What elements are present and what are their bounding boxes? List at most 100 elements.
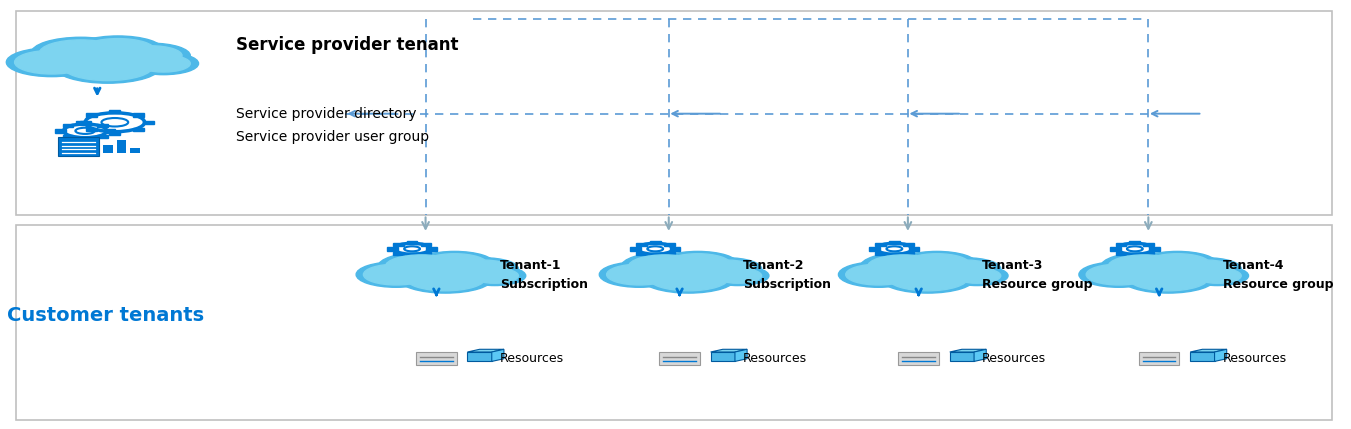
Circle shape [1079,262,1159,287]
Polygon shape [950,349,986,352]
Bar [116,140,127,153]
Bar [420,251,431,255]
Bar [103,145,113,153]
Bar [104,129,115,133]
Circle shape [600,262,680,287]
Circle shape [363,264,430,285]
Circle shape [692,258,762,280]
Bar [143,121,154,124]
Bar [86,128,97,131]
Circle shape [457,260,511,278]
Bar [393,251,404,255]
Bar [76,121,86,124]
Bar [55,129,66,133]
Bar [636,251,647,255]
Circle shape [715,268,762,283]
Bar [670,247,681,251]
Polygon shape [467,349,504,352]
Bar [62,124,73,127]
Circle shape [415,251,494,277]
Bar [1116,243,1127,246]
Bar [1143,243,1154,246]
Polygon shape [492,349,504,361]
Bar [86,113,97,117]
Text: Resources: Resources [982,352,1046,365]
Bar [16,11,1332,214]
Circle shape [946,266,1008,286]
Bar [97,135,108,138]
Circle shape [357,262,436,287]
Circle shape [463,266,526,286]
Bar [909,247,920,251]
Circle shape [897,251,977,277]
Text: Tenant-4
Resource group: Tenant-4 Resource group [1223,259,1333,290]
Circle shape [1144,254,1210,275]
Bar [393,243,404,246]
Text: Service provider directory: Service provider directory [236,107,417,121]
Circle shape [648,265,728,291]
Text: Resources: Resources [743,352,807,365]
Circle shape [931,258,1001,280]
Bar [132,128,143,131]
Bar [711,352,735,361]
Circle shape [861,253,948,281]
Bar [875,243,886,246]
Circle shape [665,254,731,275]
Bar [386,247,397,251]
Circle shape [405,265,485,291]
FancyBboxPatch shape [58,137,99,156]
Circle shape [54,49,161,83]
Circle shape [399,263,493,293]
Text: Tenant-1
Subscription: Tenant-1 Subscription [500,259,588,290]
Bar [663,251,674,255]
Bar [109,131,120,135]
Circle shape [839,262,919,287]
Circle shape [378,253,466,281]
Circle shape [867,255,940,278]
FancyBboxPatch shape [659,352,700,365]
Bar [1190,352,1215,361]
Bar [663,243,674,246]
Bar [467,352,492,361]
Circle shape [658,251,738,277]
Text: Service provider user group: Service provider user group [236,130,430,144]
Circle shape [607,264,673,285]
Circle shape [62,52,153,81]
Bar [427,247,438,251]
Circle shape [471,268,519,283]
Polygon shape [711,349,747,352]
Bar [1143,251,1154,255]
Circle shape [707,266,769,286]
Circle shape [81,39,155,62]
Bar [1129,254,1140,257]
Bar [1116,251,1127,255]
Circle shape [7,48,97,77]
Text: Resources: Resources [500,352,563,365]
Bar [420,243,431,246]
Circle shape [1194,268,1242,283]
Polygon shape [1215,349,1227,361]
Circle shape [1101,253,1189,281]
Bar [62,135,73,138]
Circle shape [881,263,975,293]
Bar [1109,247,1120,251]
Circle shape [888,265,967,291]
Bar [1150,247,1161,251]
Bar [407,241,417,244]
Text: Customer tenants: Customer tenants [7,306,204,325]
Polygon shape [735,349,747,361]
Bar [889,254,900,257]
Circle shape [1128,265,1208,291]
Circle shape [15,50,89,74]
Polygon shape [974,349,986,361]
Circle shape [642,263,736,293]
Circle shape [1179,260,1233,278]
Bar [97,124,108,127]
Polygon shape [1190,349,1227,352]
Circle shape [700,260,754,278]
Bar [130,148,141,153]
Bar [650,254,661,257]
Circle shape [1108,255,1181,278]
Circle shape [422,254,488,275]
Bar [875,251,886,255]
